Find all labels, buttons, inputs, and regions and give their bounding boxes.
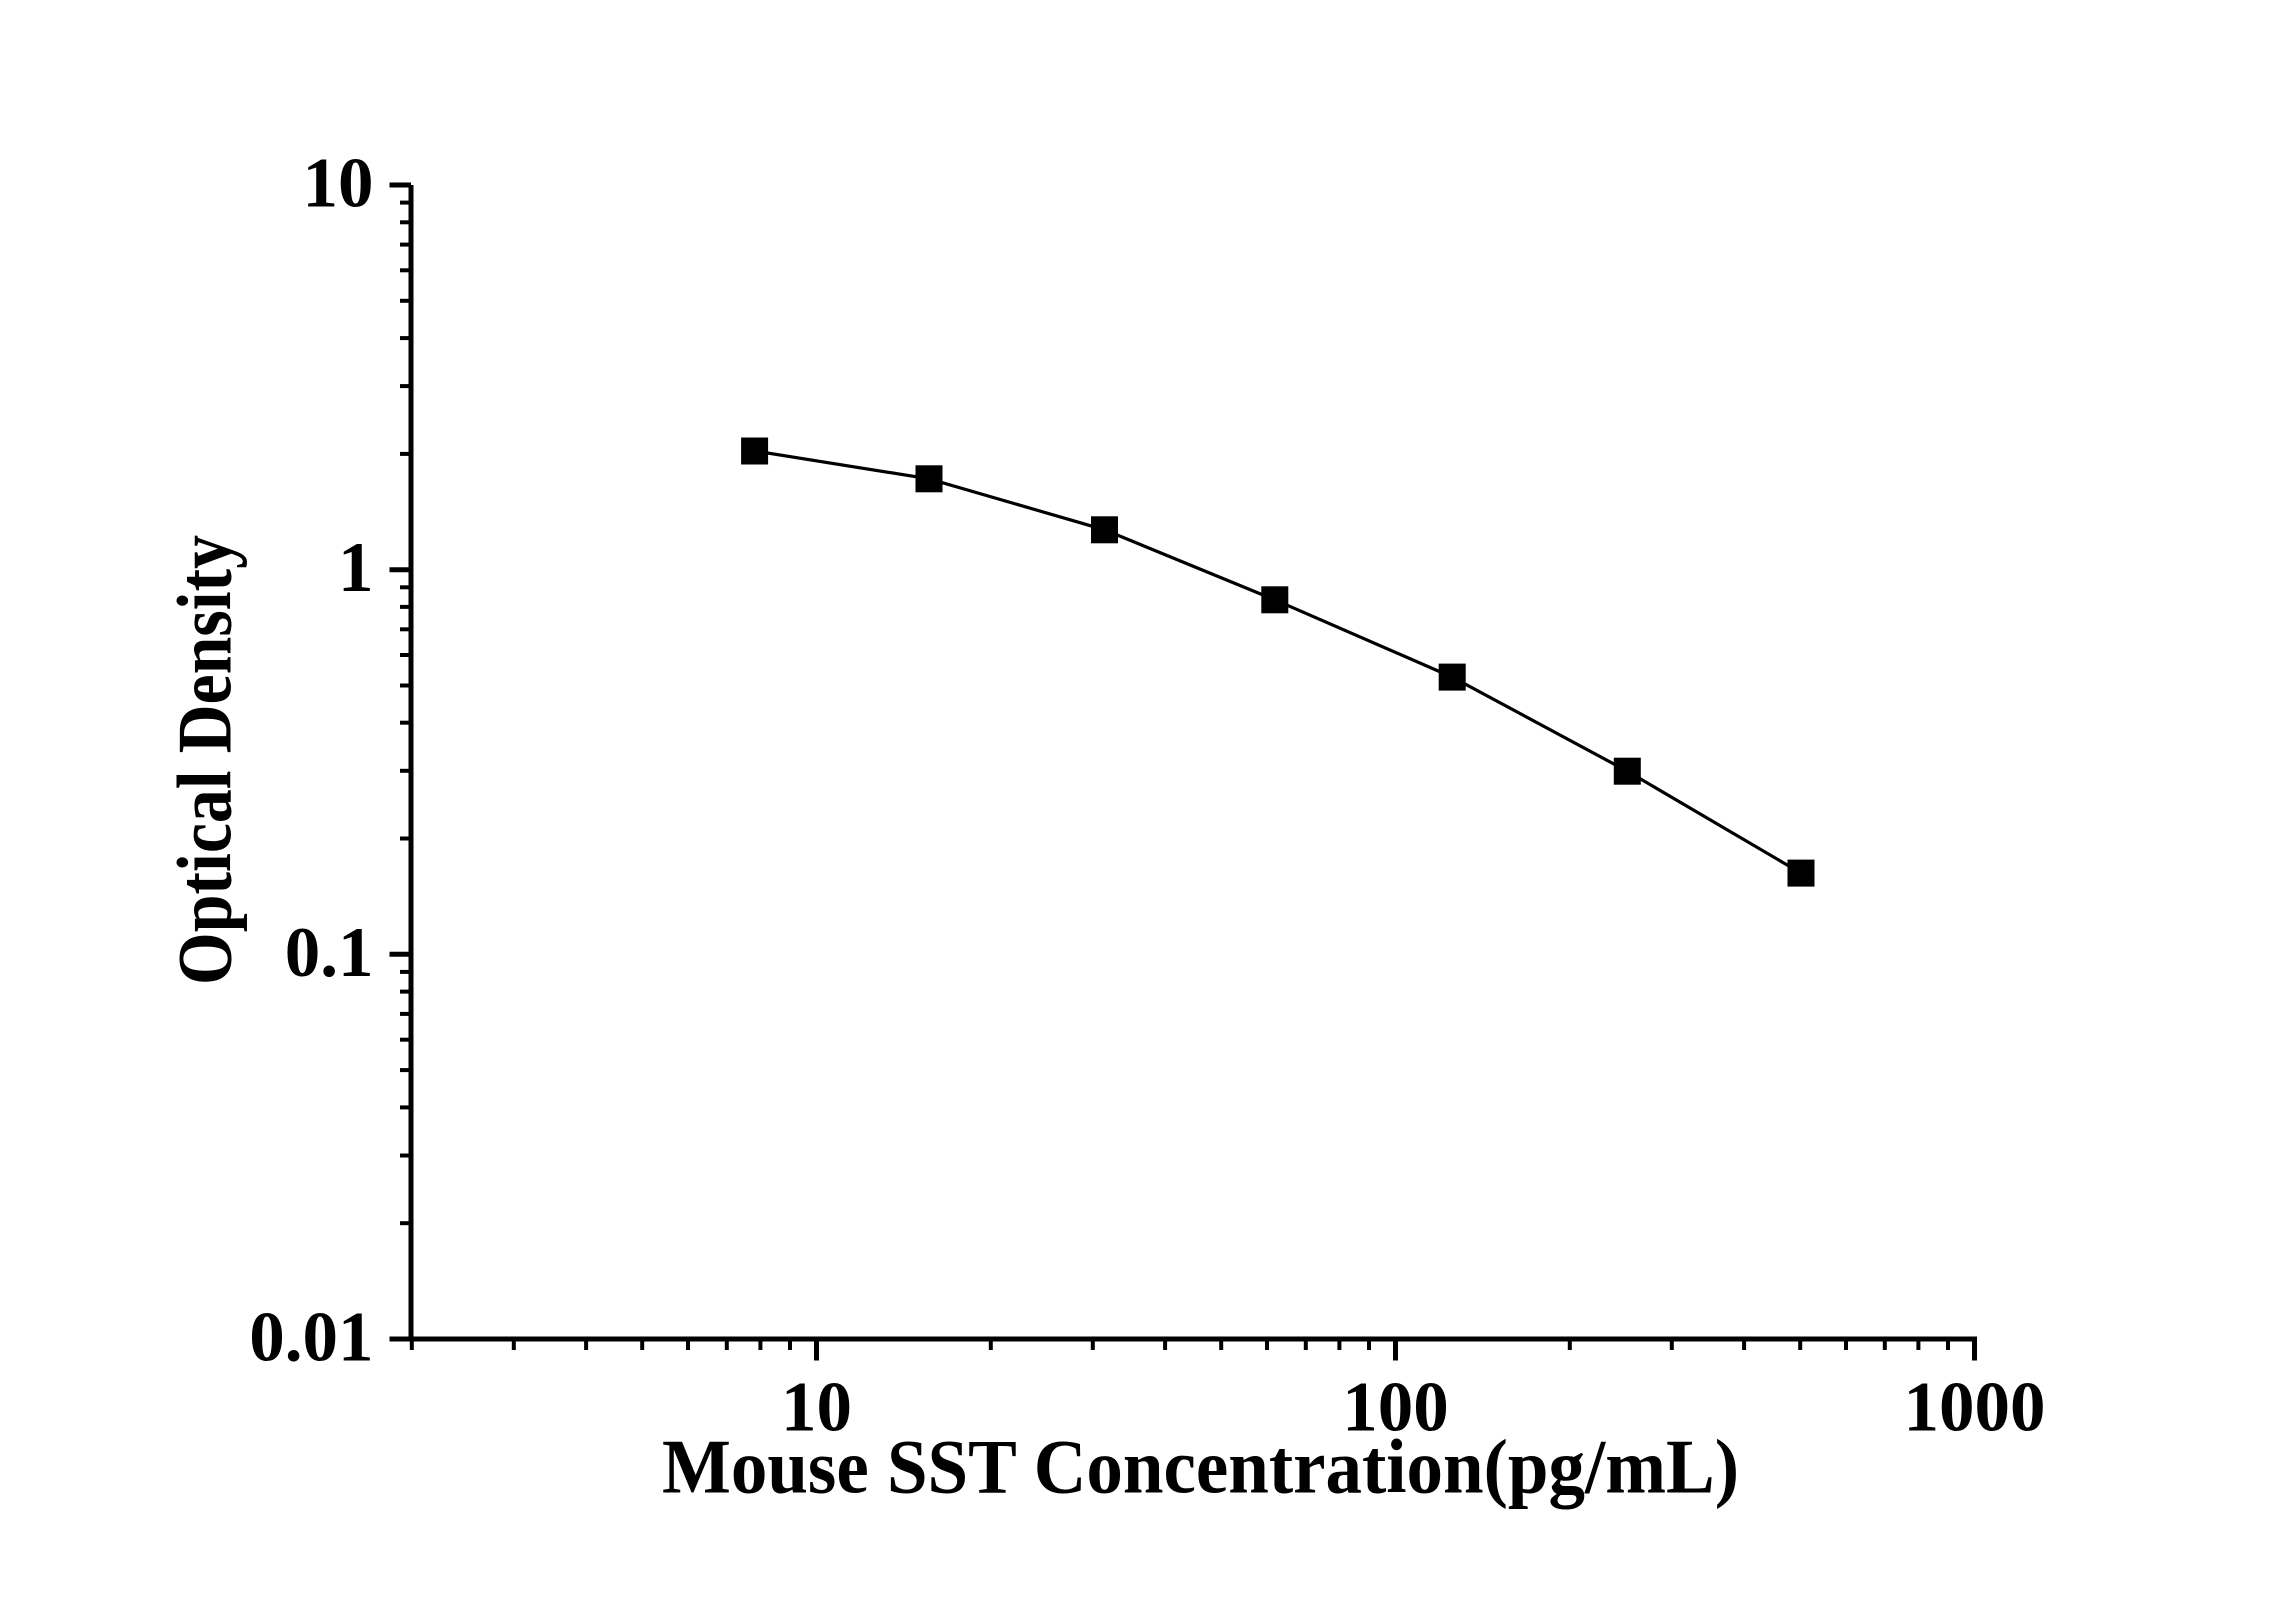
- svg-text:1000: 1000: [1904, 1369, 2046, 1447]
- svg-text:10: 10: [303, 145, 374, 223]
- svg-text:Mouse SST Concentration(pg/mL): Mouse SST Concentration(pg/mL): [662, 1424, 1739, 1510]
- svg-text:Optical Density: Optical Density: [162, 535, 248, 985]
- svg-text:100: 100: [1342, 1369, 1449, 1447]
- svg-text:10: 10: [781, 1369, 852, 1447]
- svg-text:0.1: 0.1: [285, 914, 374, 992]
- svg-text:1: 1: [338, 529, 374, 607]
- svg-text:0.01: 0.01: [249, 1299, 373, 1377]
